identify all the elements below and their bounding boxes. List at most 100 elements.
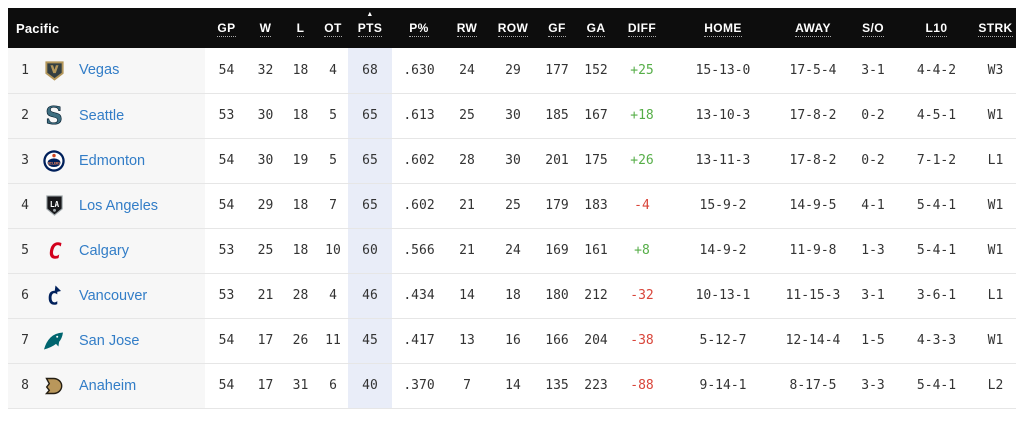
stat-diff: -4: [616, 183, 668, 229]
stat-home: 10-13-1: [668, 273, 778, 319]
column-header-label: STRK: [978, 21, 1013, 37]
stat-gp: 54: [205, 183, 248, 229]
stat-gf: 135: [538, 363, 576, 409]
stat-so: 3-1: [848, 273, 898, 319]
team-rank: 5: [21, 243, 29, 258]
stat-so: 0-2: [848, 138, 898, 184]
column-header-label: L: [296, 21, 305, 37]
stat-ga: 223: [576, 363, 616, 409]
stat-ga: 183: [576, 183, 616, 229]
stat-l: 26: [283, 318, 318, 364]
column-header-label: RW: [456, 21, 478, 37]
stat-diff: -38: [616, 318, 668, 364]
stat-l10: 7-1-2: [898, 138, 975, 184]
stat-rw: 7: [446, 363, 488, 409]
stat-ppct: .602: [392, 183, 446, 229]
stat-so: 4-1: [848, 183, 898, 229]
stat-row: 25: [488, 183, 538, 229]
column-header-label: GP: [217, 21, 236, 37]
edmonton-oilers-logo: OILERS: [42, 149, 66, 173]
column-header-label: DIFF: [627, 21, 657, 37]
division-column-header[interactable]: Pacific: [8, 8, 205, 48]
column-header-home[interactable]: HOME: [668, 8, 778, 48]
stat-home: 13-10-3: [668, 93, 778, 139]
svg-text:OILERS: OILERS: [48, 161, 60, 165]
team-link-seattle[interactable]: Seattle: [79, 107, 125, 124]
column-header-so[interactable]: S/O: [848, 8, 898, 48]
stat-l10: 5-4-1: [898, 228, 975, 274]
stat-rw: 13: [446, 318, 488, 364]
column-header-label: OT: [324, 21, 342, 37]
column-header-row[interactable]: ROW: [488, 8, 538, 48]
stat-w: 29: [248, 183, 283, 229]
stat-rw: 25: [446, 93, 488, 139]
sort-ascending-icon: ▲: [366, 11, 374, 18]
stat-gf: 179: [538, 183, 576, 229]
column-header-gf[interactable]: GF: [538, 8, 576, 48]
column-header-pts[interactable]: ▲ PTS: [348, 8, 392, 48]
column-header-label: ROW: [497, 21, 529, 37]
column-header-diff[interactable]: DIFF: [616, 8, 668, 48]
stat-gp: 53: [205, 93, 248, 139]
stat-ppct: .370: [392, 363, 446, 409]
stat-gf: 166: [538, 318, 576, 364]
stat-away: 17-5-4: [778, 48, 848, 94]
stat-so: 1-5: [848, 318, 898, 364]
stat-home: 5-12-7: [668, 318, 778, 364]
stat-ot: 7: [318, 183, 348, 229]
team-cell: 8 Anaheim: [8, 363, 205, 409]
team-link-calgary[interactable]: Calgary: [79, 242, 129, 259]
stat-pts: 68: [348, 48, 392, 94]
stat-l10: 4-3-3: [898, 318, 975, 364]
column-header-l[interactable]: L: [283, 8, 318, 48]
team-link-vancouver[interactable]: Vancouver: [79, 287, 148, 304]
team-link-los-angeles[interactable]: Los Angeles: [79, 197, 159, 214]
team-cell: 7 San Jose: [8, 318, 205, 364]
team-row-seattle: 2 S Seattle 53 30 18 5 65.613 25 30 185 167 +18 13-10…: [8, 93, 1016, 139]
column-header-label: AWAY: [795, 21, 831, 37]
stat-w: 25: [248, 228, 283, 274]
stat-gp: 54: [205, 138, 248, 184]
column-header-rw[interactable]: RW: [446, 8, 488, 48]
team-link-san-jose[interactable]: San Jose: [79, 332, 140, 349]
stat-row: 30: [488, 93, 538, 139]
division-label: Pacific: [16, 20, 60, 36]
team-link-vegas[interactable]: Vegas: [79, 62, 120, 79]
team-row-edmonton: 3 OILERS Edmonton 54 30 19 5 65.602 28 30 201 175 +2…: [8, 138, 1016, 184]
stat-diff: +8: [616, 228, 668, 274]
stat-home: 15-13-0: [668, 48, 778, 94]
stat-gf: 177: [538, 48, 576, 94]
column-header-w[interactable]: W: [248, 8, 283, 48]
stat-w: 21: [248, 273, 283, 319]
stat-w: 17: [248, 363, 283, 409]
column-header-ppct[interactable]: P%: [392, 8, 446, 48]
stat-so: 3-1: [848, 48, 898, 94]
stat-l: 19: [283, 138, 318, 184]
stat-l10: 4-5-1: [898, 93, 975, 139]
column-header-label: S/O: [862, 21, 884, 37]
stat-gf: 185: [538, 93, 576, 139]
stat-rw: 21: [446, 183, 488, 229]
stat-rw: 28: [446, 138, 488, 184]
stat-l: 18: [283, 228, 318, 274]
stat-ot: 11: [318, 318, 348, 364]
team-link-anaheim[interactable]: Anaheim: [79, 377, 137, 394]
stat-row: 24: [488, 228, 538, 274]
column-header-gp[interactable]: GP: [205, 8, 248, 48]
stat-ot: 10: [318, 228, 348, 274]
stat-gf: 201: [538, 138, 576, 184]
stat-l10: 4-4-2: [898, 48, 975, 94]
column-header-ot[interactable]: OT: [318, 8, 348, 48]
column-header-ga[interactable]: GA: [576, 8, 616, 48]
stat-ga: 204: [576, 318, 616, 364]
team-link-edmonton[interactable]: Edmonton: [79, 152, 146, 169]
svg-text:S: S: [45, 104, 62, 128]
team-rank: 8: [21, 378, 29, 393]
stat-away: 11-15-3: [778, 273, 848, 319]
column-header-away[interactable]: AWAY: [778, 8, 848, 48]
stat-strk: W1: [975, 228, 1016, 274]
column-header-strk[interactable]: STRK: [975, 8, 1016, 48]
column-header-l10[interactable]: L10: [898, 8, 975, 48]
stat-pts: 65: [348, 183, 392, 229]
stat-ga: 152: [576, 48, 616, 94]
